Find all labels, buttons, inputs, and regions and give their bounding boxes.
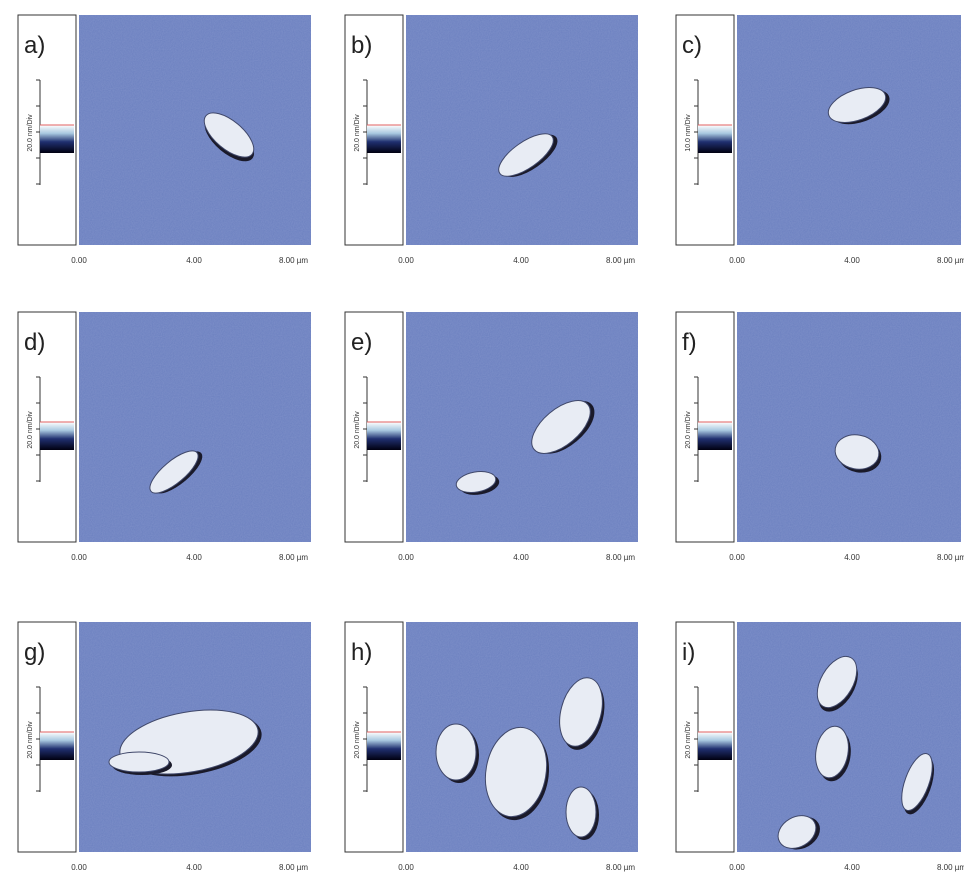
figure: a) 20.0 nm/Div 0.00 4.00 8.00 µm b) 20.0 nm/Di… xyxy=(0,0,964,886)
scale-label: 20.0 nm/Div xyxy=(354,411,361,449)
afm-texture xyxy=(737,15,961,245)
x-axis-label: 8.00 µm xyxy=(279,256,308,265)
x-axis-label: 8.00 µm xyxy=(937,863,964,872)
x-axis-label: 0.00 xyxy=(729,256,745,265)
color-bar xyxy=(40,125,74,153)
afm-texture xyxy=(406,312,638,542)
color-bar xyxy=(698,422,732,450)
x-axis-label: 0.00 xyxy=(398,863,414,872)
x-axis-label: 4.00 xyxy=(186,863,202,872)
panel: e) 20.0 nm/Div 0.00 4.00 8.00 µm xyxy=(345,312,638,562)
scale-label: 20.0 nm/Div xyxy=(685,721,692,759)
afm-texture xyxy=(79,312,311,542)
x-axis-label: 4.00 xyxy=(844,553,860,562)
panel-label: g) xyxy=(24,639,45,666)
panel-label: c) xyxy=(682,32,702,59)
x-axis-label: 8.00 µm xyxy=(937,256,964,265)
x-axis-label: 4.00 xyxy=(186,553,202,562)
panel: h) 20.0 nm/Div 0.00 4.00 8.00 µm xyxy=(345,622,638,872)
panel-label: f) xyxy=(682,329,697,356)
x-axis-label: 0.00 xyxy=(729,553,745,562)
panel: f) 20.0 nm/Div 0.00 4.00 8.00 µm xyxy=(676,312,964,562)
panel-label: a) xyxy=(24,32,45,59)
bacterium-body xyxy=(109,752,169,772)
x-axis-label: 0.00 xyxy=(71,553,87,562)
x-axis-label: 4.00 xyxy=(513,256,529,265)
scale-label: 20.0 nm/Div xyxy=(354,721,361,759)
color-bar xyxy=(367,125,401,153)
color-bar xyxy=(40,732,74,760)
panel: c) 10.0 nm/Div 0.00 4.00 8.00 µm xyxy=(676,15,964,265)
afm-texture xyxy=(406,15,638,245)
color-bar xyxy=(698,125,732,153)
scale-label: 20.0 nm/Div xyxy=(27,721,34,759)
scale-label: 10.0 nm/Div xyxy=(685,114,692,152)
x-axis-label: 0.00 xyxy=(71,863,87,872)
panel-label: h) xyxy=(351,639,372,666)
x-axis-label: 0.00 xyxy=(729,863,745,872)
panel: b) 20.0 nm/Div 0.00 4.00 8.00 µm xyxy=(345,15,638,265)
panel-label: i) xyxy=(682,639,695,666)
panel-label: e) xyxy=(351,329,372,356)
x-axis-label: 0.00 xyxy=(71,256,87,265)
color-bar xyxy=(367,422,401,450)
afm-texture xyxy=(79,15,311,245)
panel: i) 20.0 nm/Div 0.00 4.00 8.00 µm xyxy=(676,622,964,872)
scale-label: 20.0 nm/Div xyxy=(685,411,692,449)
x-axis-label: 8.00 µm xyxy=(606,553,635,562)
x-axis-label: 8.00 µm xyxy=(606,256,635,265)
scale-label: 20.0 nm/Div xyxy=(354,114,361,152)
bacterium-body xyxy=(566,787,596,837)
x-axis-label: 4.00 xyxy=(844,863,860,872)
x-axis-label: 8.00 µm xyxy=(279,553,308,562)
color-bar xyxy=(698,732,732,760)
panel-label: b) xyxy=(351,32,372,59)
x-axis-label: 4.00 xyxy=(844,256,860,265)
bacterium-body xyxy=(436,724,476,780)
x-axis-label: 0.00 xyxy=(398,256,414,265)
panel: a) 20.0 nm/Div 0.00 4.00 8.00 µm xyxy=(18,15,311,265)
scale-label: 20.0 nm/Div xyxy=(27,411,34,449)
x-axis-label: 4.00 xyxy=(186,256,202,265)
scale-label: 20.0 nm/Div xyxy=(27,114,34,152)
afm-texture xyxy=(737,312,961,542)
x-axis-label: 4.00 xyxy=(513,553,529,562)
panel: d) 20.0 nm/Div 0.00 4.00 8.00 µm xyxy=(18,312,311,562)
x-axis-label: 0.00 xyxy=(398,553,414,562)
x-axis-label: 8.00 µm xyxy=(279,863,308,872)
color-bar xyxy=(367,732,401,760)
panel-label: d) xyxy=(24,329,45,356)
color-bar xyxy=(40,422,74,450)
x-axis-label: 4.00 xyxy=(513,863,529,872)
x-axis-label: 8.00 µm xyxy=(606,863,635,872)
x-axis-label: 8.00 µm xyxy=(937,553,964,562)
panel: g) 20.0 nm/Div 0.00 4.00 8.00 µm xyxy=(18,622,311,872)
